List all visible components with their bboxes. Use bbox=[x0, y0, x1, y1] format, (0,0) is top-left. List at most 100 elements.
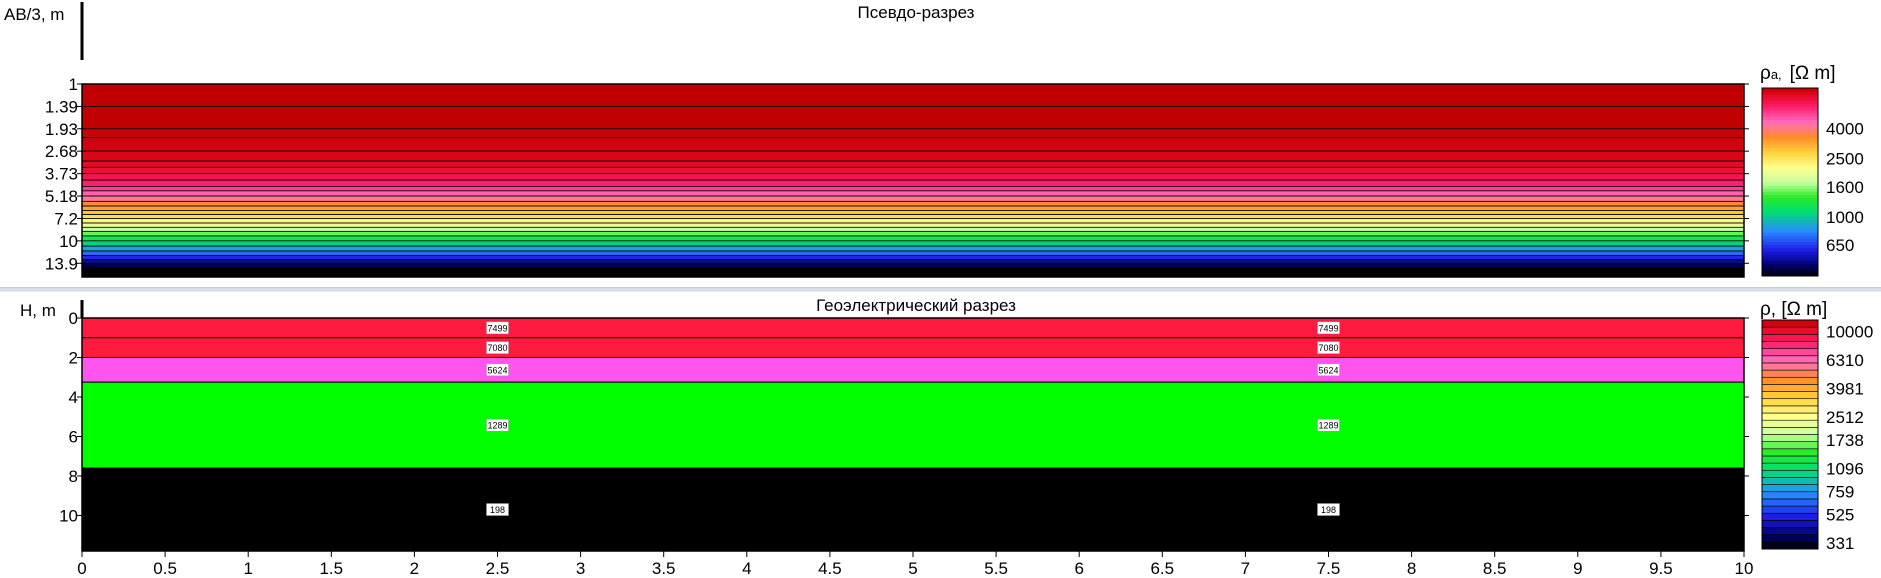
pseudo-colorbar-cell bbox=[1762, 232, 1818, 236]
pseudo-colorbar-title-sub: a, bbox=[1771, 67, 1782, 82]
geo-layer-label: 1289 bbox=[487, 421, 507, 431]
pseudo-frame bbox=[81, 83, 1745, 278]
pseudo-colorbar-cell bbox=[1762, 141, 1818, 145]
geo-layer-label-box bbox=[486, 503, 509, 516]
geo-layer-label: 7499 bbox=[1318, 323, 1338, 333]
geo-colorbar-tick-label: 759 bbox=[1826, 482, 1854, 501]
geo-colorbar-cell bbox=[1761, 419, 1819, 428]
pseudo-colorbar-cell bbox=[1762, 244, 1818, 249]
geo-xtick-label: 5 bbox=[908, 559, 917, 578]
pseudo-colorbar-title-unit: [Ω m] bbox=[1790, 63, 1836, 84]
pseudo-colorbar-cell bbox=[1762, 197, 1818, 202]
geo-colorbar-tick-label: 2512 bbox=[1826, 408, 1864, 427]
geo-colorbar-cell bbox=[1761, 520, 1819, 528]
pseudo-colorbar-cell bbox=[1762, 200, 1818, 205]
pseudo-colorbar-cell bbox=[1762, 207, 1818, 211]
geo-colorbar-tick-label: 1738 bbox=[1826, 431, 1864, 450]
pseudo-colorbar-cell bbox=[1762, 156, 1818, 161]
geo-colorbar-cell bbox=[1761, 448, 1819, 457]
geo-colorbar-cell bbox=[1761, 355, 1819, 364]
geo-xtick-label: 0.5 bbox=[153, 559, 177, 578]
geo-layer bbox=[81, 381, 1745, 469]
panel-divider[interactable] bbox=[0, 287, 1881, 292]
pseudo-row bbox=[81, 240, 1745, 247]
geo-layer bbox=[81, 467, 1745, 552]
pseudo-colorbar-cell bbox=[1762, 125, 1818, 130]
geo-layer-label-box bbox=[486, 418, 509, 432]
pseudo-colorbar-cell bbox=[1762, 150, 1818, 155]
pseudo-row bbox=[81, 250, 1745, 256]
pseudo-colorbar-cell bbox=[1762, 222, 1818, 227]
geo-ytick-label: 2 bbox=[69, 348, 78, 367]
pseudo-row bbox=[81, 259, 1745, 264]
geo-colorbar-cell bbox=[1761, 398, 1819, 407]
pseudo-colorbar-cell bbox=[1762, 272, 1818, 277]
pseudo-colorbar-cell bbox=[1762, 191, 1818, 196]
geo-layer-label-box bbox=[486, 341, 509, 354]
geo-colorbar-cell bbox=[1761, 326, 1819, 335]
pseudo-colorbar-cell bbox=[1762, 260, 1818, 264]
pseudo-colorbar-cell bbox=[1762, 216, 1818, 221]
geo-colorbar-cell bbox=[1761, 362, 1819, 371]
geo-xtick-label: 9 bbox=[1573, 559, 1582, 578]
pseudo-row bbox=[81, 173, 1745, 181]
pseudo-row bbox=[81, 226, 1745, 232]
geo-layer-label-box bbox=[486, 321, 509, 335]
geo-xtick-label: 4.5 bbox=[818, 559, 842, 578]
pseudo-ytick-label: 1 bbox=[69, 75, 78, 94]
pseudo-colorbar-cell bbox=[1762, 91, 1818, 95]
geo-xtick-label: 0 bbox=[77, 559, 86, 578]
pseudo-ytick-label: 7.2 bbox=[54, 209, 78, 228]
pseudo-row bbox=[81, 106, 1745, 130]
pseudo-row bbox=[81, 179, 1745, 187]
pseudo-row bbox=[81, 186, 1745, 192]
geo-layer-label: 198 bbox=[1321, 505, 1336, 515]
geo-xtick-label: 5.5 bbox=[984, 559, 1008, 578]
geo-ytick-label: 8 bbox=[69, 467, 78, 486]
geo-colorbar-cell bbox=[1761, 369, 1819, 378]
pseudo-colorbar-cell bbox=[1762, 106, 1818, 111]
pseudo-ylabel: AB/3, m bbox=[4, 5, 64, 24]
geo-colorbar-cell bbox=[1761, 427, 1819, 435]
geo-xtick-label: 2.5 bbox=[486, 559, 510, 578]
pseudo-colorbar-cell bbox=[1762, 169, 1818, 174]
geo-colorbar-cell bbox=[1761, 376, 1819, 385]
pseudo-row bbox=[81, 235, 1745, 242]
pseudo-colorbar-cell bbox=[1762, 131, 1818, 136]
pseudo-colorbar-cell bbox=[1762, 194, 1818, 199]
pseudo-ytick-label: 2.68 bbox=[45, 142, 78, 161]
geo-colorbar-cell bbox=[1761, 477, 1819, 485]
pseudo-colorbar-cell bbox=[1762, 88, 1818, 92]
pseudo-row bbox=[81, 222, 1745, 228]
pseudo-colorbar-tick-label: 650 bbox=[1826, 236, 1854, 255]
geo-xtick-label: 7.5 bbox=[1317, 559, 1341, 578]
geo-colorbar-cell bbox=[1761, 484, 1819, 493]
pseudo-row bbox=[81, 190, 1745, 197]
geo-layer-label: 7080 bbox=[1318, 343, 1338, 353]
geo-xtick-label: 8.5 bbox=[1483, 559, 1507, 578]
pseudo-colorbar-cell bbox=[1762, 97, 1818, 102]
pseudo-colorbar-tick-label: 1000 bbox=[1826, 208, 1864, 227]
geo-layer-label-box bbox=[1317, 321, 1340, 335]
geo-layer-label-box bbox=[486, 363, 509, 377]
geo-xtick-label: 4 bbox=[742, 559, 751, 578]
pseudo-row bbox=[81, 166, 1745, 175]
geo-colorbar-cell bbox=[1761, 527, 1819, 535]
pseudo-colorbar-cell bbox=[1762, 153, 1818, 158]
pseudo-colorbar-tick-label: 2500 bbox=[1826, 149, 1864, 168]
geo-colorbar-cell bbox=[1761, 441, 1819, 450]
geo-colorbar-cell bbox=[1761, 462, 1819, 471]
pseudo-colorbar-cell bbox=[1762, 119, 1818, 123]
pseudo-colorbar-cell bbox=[1762, 266, 1818, 271]
pseudo-row bbox=[81, 262, 1745, 268]
geo-layer-label: 198 bbox=[490, 505, 505, 515]
pseudo-ytick-label: 5.18 bbox=[45, 187, 78, 206]
geo-layer-label-box bbox=[1317, 363, 1340, 377]
pseudo-colorbar-cell bbox=[1762, 163, 1818, 167]
geo-layer bbox=[81, 356, 1745, 383]
geo-colorbar-cell bbox=[1761, 541, 1819, 550]
pseudo-colorbar-cell bbox=[1762, 128, 1818, 133]
geo-layer-label-box bbox=[1317, 503, 1340, 516]
